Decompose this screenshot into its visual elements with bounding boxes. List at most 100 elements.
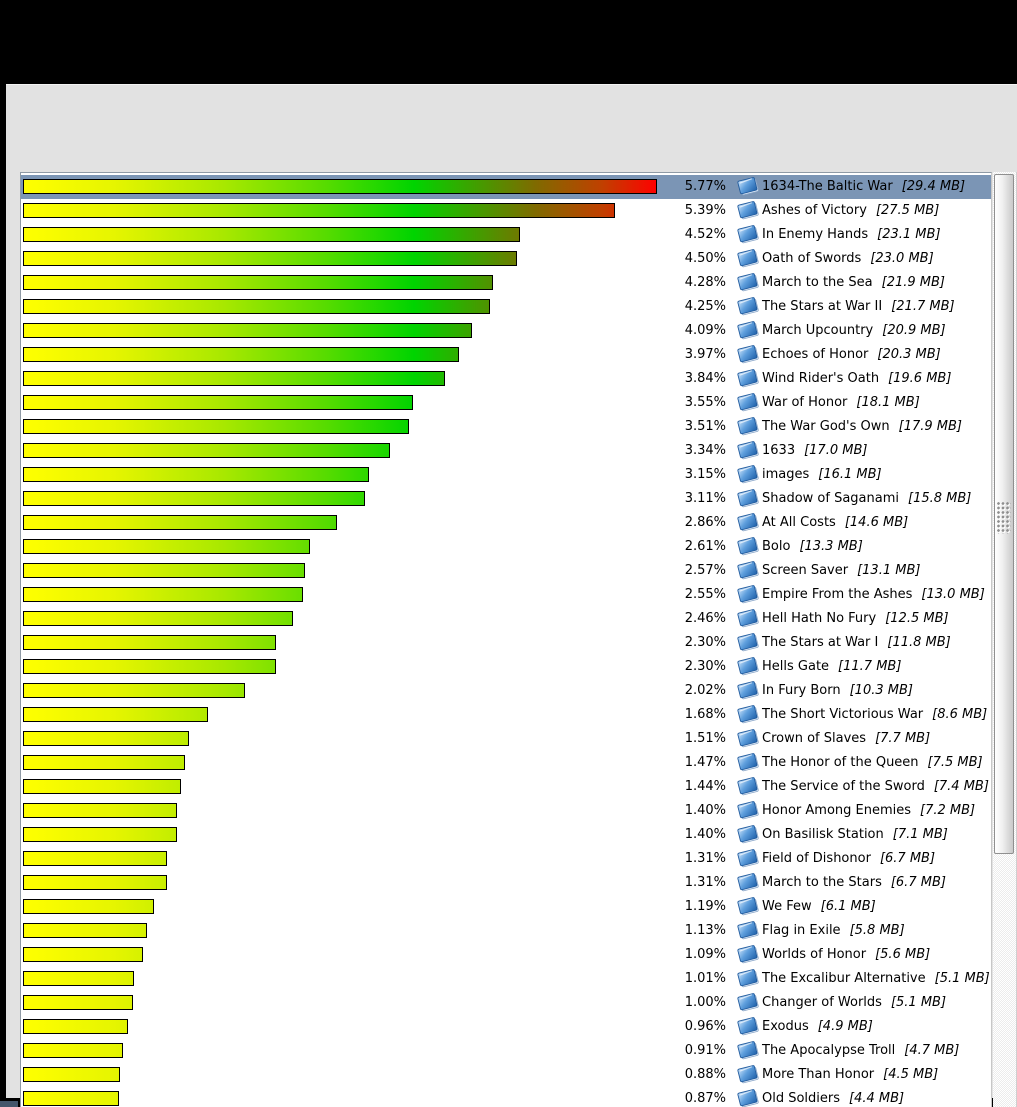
table-row[interactable]: 3.51% The War God's Own [17.9 MB]: [21, 415, 991, 439]
percent-label: 1.19%: [684, 899, 726, 914]
percent-label: 1.09%: [684, 947, 726, 962]
table-row[interactable]: 1.40% Honor Among Enemies [7.2 MB]: [21, 799, 991, 823]
book-icon: [737, 848, 759, 868]
table-row[interactable]: 1.01% The Excalibur Alternative [5.1 MB]: [21, 967, 991, 991]
usage-bar: [23, 587, 303, 602]
table-row[interactable]: 5.77% 1634-The Baltic War [29.4 MB]: [21, 175, 991, 199]
percent-label: 1.68%: [684, 707, 726, 722]
file-label: March to the Sea [21.9 MB]: [762, 275, 945, 291]
file-size: [13.0 MB]: [921, 587, 985, 602]
file-name: Crown of Slaves: [762, 731, 867, 746]
file-label: March Upcountry [20.9 MB]: [762, 323, 946, 339]
table-row[interactable]: 1.51% Crown of Slaves [7.7 MB]: [21, 727, 991, 751]
file-name: The Honor of the Queen: [762, 755, 919, 770]
book-icon: [737, 368, 759, 388]
file-name: The Service of the Sword: [762, 779, 925, 794]
table-row[interactable]: 2.61% Bolo [13.3 MB]: [21, 535, 991, 559]
percent-label: 2.57%: [684, 563, 726, 578]
file-name: The Short Victorious War: [762, 707, 924, 722]
table-row[interactable]: 1.47% The Honor of the Queen [7.5 MB]: [21, 751, 991, 775]
percent-label: 2.86%: [684, 515, 726, 530]
table-row[interactable]: 3.84% Wind Rider's Oath [19.6 MB]: [21, 367, 991, 391]
book-icon: [737, 296, 759, 316]
vertical-scrollbar[interactable]: ▲ ▼: [992, 172, 1017, 1107]
file-name: Ashes of Victory: [762, 203, 867, 218]
file-label: Field of Dishonor [6.7 MB]: [762, 851, 935, 867]
file-name: Echoes of Honor: [762, 347, 869, 362]
file-label: Flag in Exile [5.8 MB]: [762, 923, 905, 939]
file-name: Screen Saver: [762, 563, 849, 578]
table-row[interactable]: 0.96% Exodus [4.9 MB]: [21, 1015, 991, 1039]
file-size: [5.6 MB]: [875, 947, 931, 962]
usage-bar: [23, 443, 390, 458]
table-row[interactable]: 0.87% Old Soldiers [4.4 MB]: [21, 1087, 991, 1107]
file-name: The Stars at War II: [762, 299, 883, 314]
table-row[interactable]: 2.30% Hells Gate [11.7 MB]: [21, 655, 991, 679]
table-row[interactable]: 4.09% March Upcountry [20.9 MB]: [21, 319, 991, 343]
book-icon: [737, 608, 759, 628]
table-row[interactable]: 4.25% The Stars at War II [21.7 MB]: [21, 295, 991, 319]
table-row[interactable]: 4.52% In Enemy Hands [23.1 MB]: [21, 223, 991, 247]
book-icon: [737, 896, 759, 916]
table-row[interactable]: 1.13% Flag in Exile [5.8 MB]: [21, 919, 991, 943]
usage-bar: [23, 491, 365, 506]
table-row[interactable]: 3.34% 1633 [17.0 MB]: [21, 439, 991, 463]
table-row[interactable]: 2.46% Hell Hath No Fury [12.5 MB]: [21, 607, 991, 631]
book-icon: [737, 944, 759, 964]
table-row[interactable]: 2.55% Empire From the Ashes [13.0 MB]: [21, 583, 991, 607]
file-label: Wind Rider's Oath [19.6 MB]: [762, 371, 951, 387]
percent-label: 2.30%: [684, 635, 726, 650]
table-row[interactable]: 2.57% Screen Saver [13.1 MB]: [21, 559, 991, 583]
book-icon: [737, 320, 759, 340]
book-icon: [737, 1040, 759, 1060]
percent-label: 3.15%: [684, 467, 726, 482]
percent-label: 4.09%: [684, 323, 726, 338]
book-icon: [737, 392, 759, 412]
table-row[interactable]: 1.44% The Service of the Sword [7.4 MB]: [21, 775, 991, 799]
file-size: [4.4 MB]: [849, 1091, 905, 1106]
file-size: [5.1 MB]: [934, 971, 990, 986]
scrollbar-track[interactable]: [993, 172, 1017, 1107]
table-row[interactable]: 3.11% Shadow of Saganami [15.8 MB]: [21, 487, 991, 511]
file-label: In Enemy Hands [23.1 MB]: [762, 227, 941, 243]
table-row[interactable]: 1.40% On Basilisk Station [7.1 MB]: [21, 823, 991, 847]
file-label: Changer of Worlds [5.1 MB]: [762, 995, 946, 1011]
table-row[interactable]: 1.31% Field of Dishonor [6.7 MB]: [21, 847, 991, 871]
percent-label: 0.91%: [684, 1043, 726, 1058]
file-name: March Upcountry: [762, 323, 874, 338]
percent-label: 2.55%: [684, 587, 726, 602]
table-row[interactable]: 3.97% Echoes of Honor [20.3 MB]: [21, 343, 991, 367]
usage-bar: [23, 227, 520, 242]
table-row[interactable]: 0.88% More Than Honor [4.5 MB]: [21, 1063, 991, 1087]
table-row[interactable]: 3.55% War of Honor [18.1 MB]: [21, 391, 991, 415]
table-row[interactable]: 1.09% Worlds of Honor [5.6 MB]: [21, 943, 991, 967]
percent-label: 0.96%: [684, 1019, 726, 1034]
table-row[interactable]: 2.30% The Stars at War I [11.8 MB]: [21, 631, 991, 655]
table-row[interactable]: 0.91% The Apocalypse Troll [4.7 MB]: [21, 1039, 991, 1063]
table-row[interactable]: 1.68% The Short Victorious War [8.6 MB]: [21, 703, 991, 727]
table-row[interactable]: 2.86% At All Costs [14.6 MB]: [21, 511, 991, 535]
scrollbar-thumb[interactable]: [994, 174, 1014, 854]
book-icon: [737, 1016, 759, 1036]
table-row[interactable]: 1.31% March to the Stars [6.7 MB]: [21, 871, 991, 895]
usage-bar: [23, 179, 657, 194]
table-row[interactable]: 4.28% March to the Sea [21.9 MB]: [21, 271, 991, 295]
file-label: The Stars at War I [11.8 MB]: [762, 635, 951, 651]
book-icon: [737, 800, 759, 820]
table-row[interactable]: 1.00% Changer of Worlds [5.1 MB]: [21, 991, 991, 1015]
book-icon: [737, 968, 759, 988]
table-row[interactable]: 2.02% In Fury Born [10.3 MB]: [21, 679, 991, 703]
table-row[interactable]: 4.50% Oath of Swords [23.0 MB]: [21, 247, 991, 271]
book-icon: [737, 584, 759, 604]
file-list: 5.77% 1634-The Baltic War [29.4 MB] 5.39%: [21, 175, 991, 1107]
file-label: The Service of the Sword [7.4 MB]: [762, 779, 989, 795]
book-icon: [737, 344, 759, 364]
file-list-viewport[interactable]: 5.77% 1634-The Baltic War [29.4 MB] 5.39%: [20, 172, 992, 1107]
table-row[interactable]: 1.19% We Few [6.1 MB]: [21, 895, 991, 919]
usage-bar: [23, 971, 134, 986]
table-row[interactable]: 5.39% Ashes of Victory [27.5 MB]: [21, 199, 991, 223]
table-row[interactable]: 3.15% images [16.1 MB]: [21, 463, 991, 487]
file-size: [20.9 MB]: [882, 323, 946, 338]
file-size: [6.7 MB]: [879, 851, 936, 866]
file-label: More Than Honor [4.5 MB]: [762, 1067, 938, 1083]
